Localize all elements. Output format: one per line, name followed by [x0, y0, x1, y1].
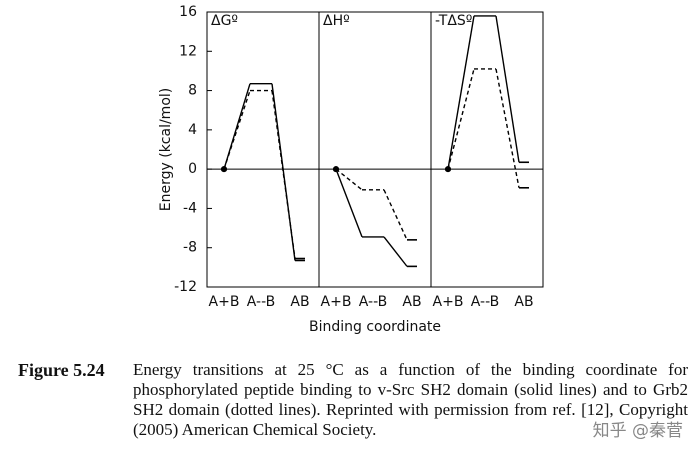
- connector: [447, 15, 475, 170]
- y-tick-label: -4: [183, 200, 197, 216]
- watermark: 知乎 @秦菅: [592, 421, 683, 441]
- chart: Binding coordinate Energy (kcal/mol) -12…: [158, 4, 544, 335]
- x-tick-label: AB: [402, 294, 421, 310]
- caption-label: Figure 5.24: [18, 360, 105, 380]
- plot-frame: [206, 11, 544, 288]
- x-tick-label: A--B: [247, 294, 275, 310]
- connector: [335, 168, 363, 238]
- connector: [271, 83, 296, 261]
- panel-title: ΔHº: [323, 13, 350, 29]
- connector: [383, 189, 408, 241]
- y-tick-label: 16: [179, 4, 197, 20]
- caption-text: Energy transitions at 25 °C as a functio…: [133, 360, 688, 439]
- y-tick-label: -8: [183, 240, 197, 256]
- x-tick-label: A+B: [209, 294, 240, 310]
- connector: [335, 168, 363, 191]
- start-point: [221, 166, 227, 173]
- connector: [495, 68, 520, 188]
- panel-title: -TΔSº: [435, 13, 472, 29]
- y-tick-label: -12: [174, 279, 197, 295]
- start-point: [333, 166, 339, 173]
- panel-title: ΔGº: [211, 13, 238, 29]
- x-tick-label: AB: [290, 294, 309, 310]
- connector: [383, 236, 408, 267]
- x-axis-title: Binding coordinate: [309, 319, 441, 335]
- x-tick-label: A--B: [359, 294, 387, 310]
- y-tick-label: 8: [188, 83, 197, 99]
- y-axis-title: Energy (kcal/mol): [158, 88, 174, 211]
- y-tick-label: 12: [179, 43, 197, 59]
- connector: [271, 90, 296, 259]
- x-tick-label: AB: [514, 294, 533, 310]
- start-point: [445, 166, 451, 173]
- x-tick-label: A+B: [433, 294, 464, 310]
- x-tick-label: A+B: [321, 294, 352, 310]
- connector: [447, 68, 475, 170]
- connector: [223, 83, 251, 170]
- connector: [495, 15, 520, 163]
- x-tick-label: A--B: [471, 294, 499, 310]
- y-tick-label: 0: [188, 161, 197, 177]
- y-tick-label: 4: [188, 122, 197, 138]
